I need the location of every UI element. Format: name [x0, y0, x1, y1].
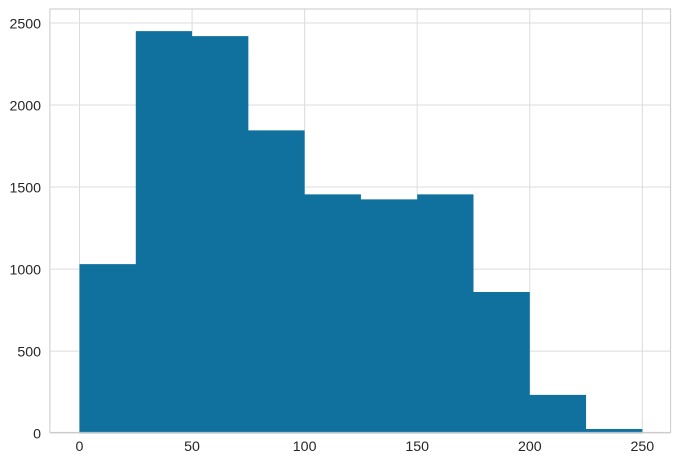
svg-text:0: 0	[33, 427, 41, 443]
svg-text:100: 100	[293, 439, 317, 455]
svg-text:1000: 1000	[9, 263, 41, 279]
svg-text:50: 50	[184, 439, 200, 455]
svg-text:0: 0	[76, 439, 84, 455]
svg-text:2500: 2500	[9, 17, 41, 33]
svg-text:1500: 1500	[9, 181, 41, 197]
svg-text:150: 150	[405, 439, 429, 455]
svg-text:250: 250	[631, 439, 655, 455]
svg-text:500: 500	[17, 345, 41, 361]
svg-text:200: 200	[518, 439, 542, 455]
svg-text:2000: 2000	[9, 99, 41, 115]
